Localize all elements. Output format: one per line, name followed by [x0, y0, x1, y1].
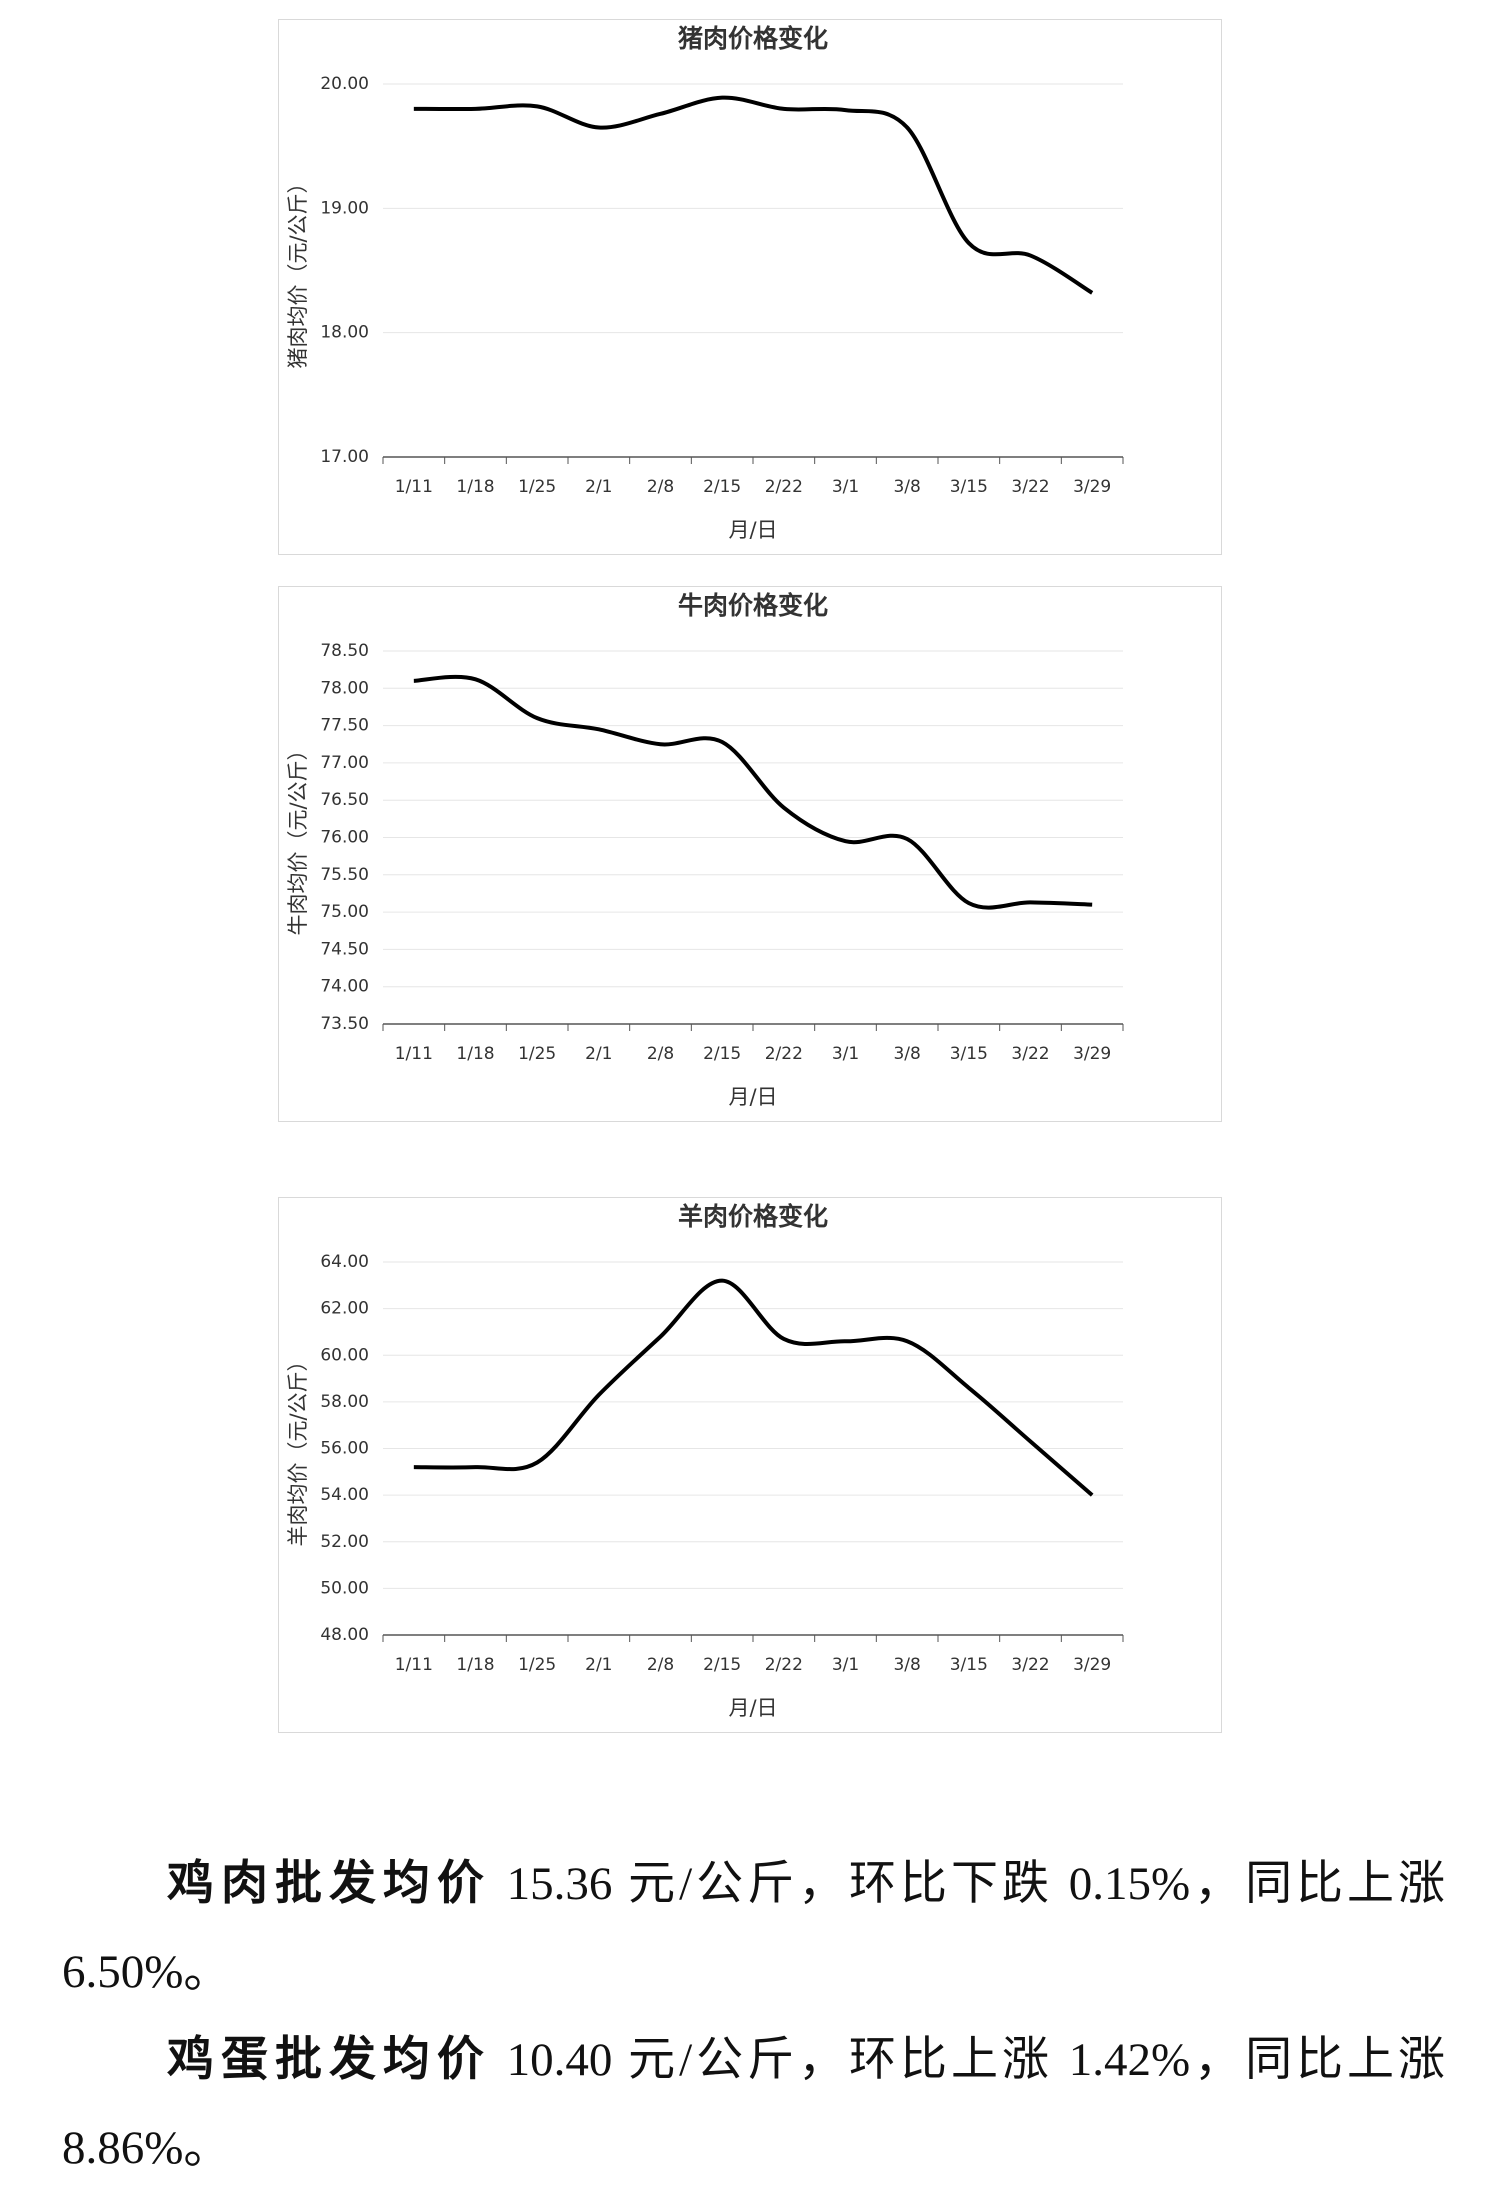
paragraph-lead: 鸡蛋批发均价: [167, 2034, 491, 2086]
x-tick-label: 3/8: [893, 477, 920, 497]
paragraph-lead: 鸡肉批发均价: [167, 1858, 491, 1910]
y-tick-label: 52.00: [320, 1532, 369, 1552]
y-tick-label: 77.00: [320, 753, 369, 773]
y-tick-label: 58.00: [320, 1392, 369, 1412]
paragraph: 鸡肉批发均价 15.36 元/公斤，环比下跌 0.15%，同比上涨 6.50%。: [62, 1840, 1445, 2016]
chart-box: 猪肉价格变化 17.00 18.00 19.00 20.00 1/11 1/18 1/25 2/…: [278, 19, 1222, 555]
x-tick-label: 1/25: [518, 1044, 556, 1064]
y-tick-label: 54.00: [320, 1485, 369, 1505]
y-tick-label: 74.50: [320, 939, 369, 959]
y-tick-label: 62.00: [320, 1299, 369, 1319]
y-tick-label: 17.00: [320, 447, 369, 467]
y-tick-label: 64.00: [320, 1252, 369, 1272]
x-tick-label: 3/8: [893, 1044, 920, 1064]
y-tick-label: 78.00: [320, 678, 369, 698]
x-axis-title: 月/日: [728, 1085, 777, 1109]
x-tick-label: 3/29: [1073, 477, 1111, 497]
x-tick-label: 3/15: [950, 1655, 988, 1675]
x-tick-label: 3/15: [950, 477, 988, 497]
chart-title: 猪肉价格变化: [678, 24, 828, 53]
paragraph-text: 10.40 元/公斤，环比上涨 1.42%，同比上涨 8.86%。: [62, 2034, 1446, 2174]
y-tick-label: 50.00: [320, 1578, 369, 1598]
y-tick-label: 76.00: [320, 828, 369, 848]
x-tick-label: 1/18: [456, 477, 494, 497]
x-tick-label: 2/1: [585, 477, 612, 497]
x-tick-label: 1/18: [456, 1655, 494, 1675]
x-tick-label: 3/22: [1011, 1655, 1049, 1675]
x-tick-label: 3/15: [950, 1044, 988, 1064]
y-tick-label: 20.00: [320, 74, 369, 94]
y-tick-label: 75.50: [320, 865, 369, 885]
x-tick-label: 2/8: [647, 477, 674, 497]
x-tick-label: 2/1: [585, 1655, 612, 1675]
x-tick-label: 1/18: [456, 1044, 494, 1064]
paragraph-text: 15.36 元/公斤，环比下跌 0.15%，同比上涨 6.50%。: [62, 1858, 1446, 1998]
x-tick-label: 1/25: [518, 1655, 556, 1675]
y-tick-label: 75.00: [320, 902, 369, 922]
y-tick-label: 56.00: [320, 1439, 369, 1459]
chart-title: 牛肉价格变化: [678, 591, 828, 620]
x-tick-label: 3/29: [1073, 1044, 1111, 1064]
document-text: 鸡肉批发均价 15.36 元/公斤，环比下跌 0.15%，同比上涨 6.50%。…: [62, 1840, 1445, 2192]
chart: 猪肉价格变化 17.00 18.00 19.00 20.00 1/11 1/18 1/25 2/…: [286, 24, 1124, 542]
x-tick-label: 2/15: [703, 477, 741, 497]
y-tick-label: 78.50: [320, 641, 369, 661]
x-tick-label: 1/11: [395, 1655, 433, 1675]
price-line: [413, 95, 1094, 295]
chart-title: 羊肉价格变化: [678, 1202, 828, 1231]
chart: 羊肉价格变化 48.00 50.00 52.00 54.00 56.00 58.00 60.0…: [286, 1202, 1124, 1720]
chart-box: 牛肉价格变化 73.50 74.00 74.50 75.00 75.50 76.00 76.5…: [278, 586, 1222, 1122]
y-tick-label: 77.50: [320, 716, 369, 736]
y-axis-title: 猪肉均价（元/公斤）: [286, 172, 310, 368]
x-tick-label: 3/22: [1011, 1044, 1049, 1064]
price-line: [413, 674, 1093, 910]
y-tick-label: 74.00: [320, 977, 369, 997]
x-tick-label: 1/11: [395, 477, 433, 497]
paragraph: 鸡蛋批发均价 10.40 元/公斤，环比上涨 1.42%，同比上涨 8.86%。: [62, 2016, 1445, 2192]
x-tick-label: 2/22: [765, 1655, 803, 1675]
y-axis-title: 牛肉均价（元/公斤）: [286, 739, 310, 935]
x-axis-title: 月/日: [728, 518, 777, 542]
x-tick-label: 3/1: [832, 477, 859, 497]
x-tick-label: 2/22: [765, 1044, 803, 1064]
x-tick-label: 1/25: [518, 477, 556, 497]
x-tick-label: 3/29: [1073, 1655, 1111, 1675]
x-tick-label: 3/22: [1011, 477, 1049, 497]
y-tick-label: 48.00: [320, 1625, 369, 1645]
chart: 牛肉价格变化 73.50 74.00 74.50 75.00 75.50 76.00 76.5…: [286, 591, 1124, 1109]
x-tick-label: 2/15: [703, 1655, 741, 1675]
x-tick-label: 2/15: [703, 1044, 741, 1064]
x-tick-label: 1/11: [395, 1044, 433, 1064]
x-tick-label: 2/22: [765, 477, 803, 497]
y-tick-label: 19.00: [320, 198, 369, 218]
x-tick-label: 2/8: [647, 1044, 674, 1064]
x-tick-label: 2/8: [647, 1655, 674, 1675]
y-axis-title: 羊肉均价（元/公斤）: [286, 1350, 310, 1546]
x-tick-label: 2/1: [585, 1044, 612, 1064]
x-axis-title: 月/日: [728, 1696, 777, 1720]
x-tick-label: 3/8: [893, 1655, 920, 1675]
x-tick-label: 3/1: [832, 1655, 859, 1675]
chart-box: 羊肉价格变化 48.00 50.00 52.00 54.00 56.00 58.00 60.0…: [278, 1197, 1222, 1733]
y-tick-label: 73.50: [320, 1014, 369, 1034]
y-tick-label: 76.50: [320, 790, 369, 810]
y-tick-label: 60.00: [320, 1345, 369, 1365]
x-tick-label: 3/1: [832, 1044, 859, 1064]
price-line: [413, 1278, 1094, 1497]
y-tick-label: 18.00: [320, 323, 369, 343]
